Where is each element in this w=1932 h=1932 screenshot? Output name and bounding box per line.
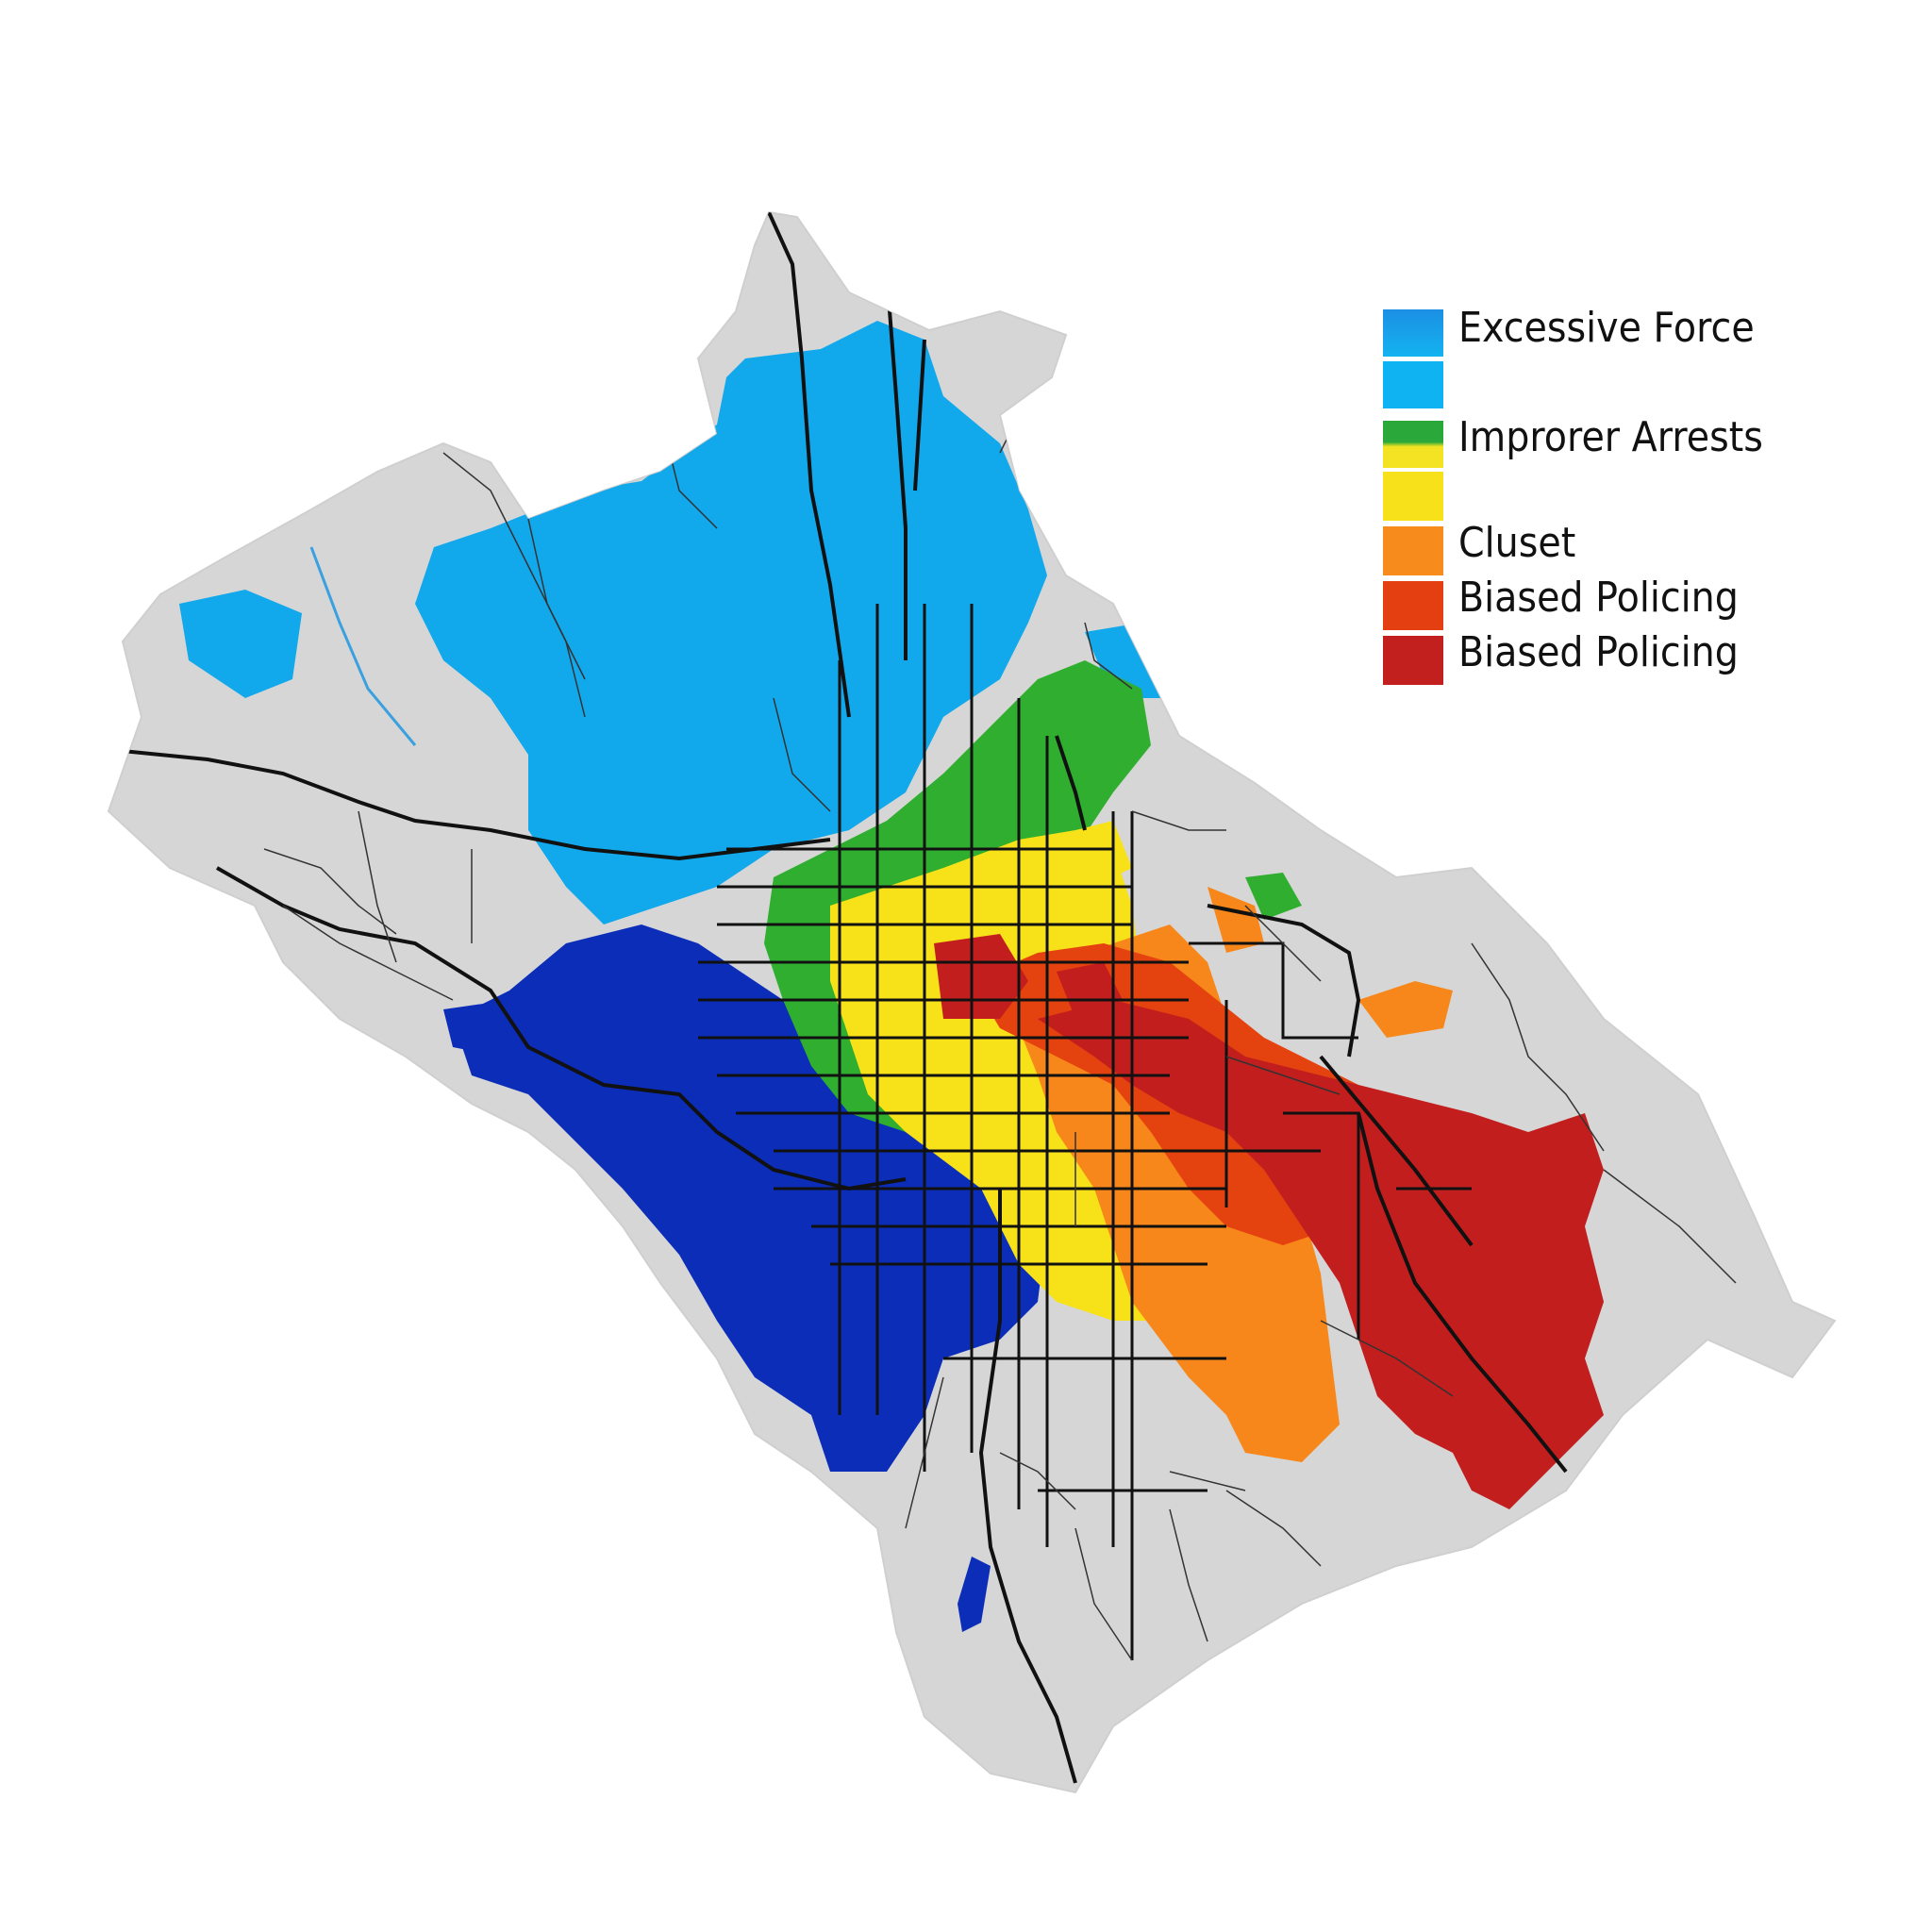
improper-arrests-zone-yellow-north	[1075, 821, 1132, 887]
legend-label-biased-policing-2: Biased Policing	[1458, 628, 1739, 676]
excessive-force-zone-dark	[453, 924, 1047, 1472]
legend-swatch-improper-arrests-1	[1383, 421, 1443, 468]
excessive-force-zone-dark-south	[958, 1557, 991, 1632]
legend-label-cluster: Cluset	[1458, 519, 1576, 567]
excessive-force-zone-light-west	[179, 590, 302, 698]
legend-swatch-improper-arrests-2	[1383, 472, 1443, 521]
legend-swatch-excessive-force-1	[1383, 309, 1443, 357]
legend-label-improper-arrests: Improrer Arrests	[1458, 413, 1763, 461]
biased-policing-zone-red-center	[934, 934, 1028, 1019]
cluster-zone-orange-east	[1358, 981, 1453, 1038]
legend-label-biased-policing-1: Biased Policing	[1458, 574, 1739, 622]
legend-swatch-cluster	[1383, 526, 1443, 575]
legend: Excessive Force Improrer Arrests Cluset …	[1383, 304, 1874, 687]
legend-swatch-excessive-force-2	[1383, 361, 1443, 408]
legend-swatch-biased-policing-1	[1383, 581, 1443, 630]
biased-policing-zone-red	[1038, 1000, 1604, 1509]
biased-policing-zone-red-center2	[1057, 962, 1123, 1019]
excessive-force-zone-light	[415, 321, 1047, 924]
legend-swatch-biased-policing-2	[1383, 636, 1443, 685]
highways	[112, 212, 1568, 1784]
cluster-zone-orange-ne	[1208, 887, 1264, 953]
legend-label-excessive-force: Excessive Force	[1458, 304, 1755, 352]
road-grid	[698, 604, 1472, 1660]
water-stream	[309, 546, 417, 746]
improper-arrests-zone-green-east	[1245, 873, 1302, 920]
